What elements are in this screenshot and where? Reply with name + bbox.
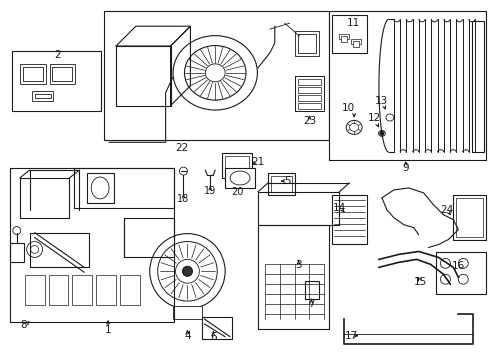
Bar: [332, 15, 367, 53]
Text: 9: 9: [402, 163, 409, 173]
Text: 18: 18: [177, 194, 190, 204]
Bar: [225, 168, 255, 188]
Bar: [10, 243, 24, 262]
Text: 16: 16: [452, 261, 465, 271]
Bar: [202, 317, 232, 339]
Text: 24: 24: [440, 205, 453, 215]
Bar: [35, 94, 50, 98]
Bar: [73, 275, 92, 305]
Text: 3: 3: [295, 260, 302, 270]
Circle shape: [182, 266, 193, 276]
Text: 5: 5: [284, 176, 291, 186]
Bar: [453, 195, 486, 239]
Bar: [225, 156, 249, 175]
Bar: [339, 34, 349, 39]
Bar: [32, 91, 53, 100]
Bar: [329, 11, 486, 160]
Text: 4: 4: [184, 331, 191, 341]
Bar: [49, 275, 69, 305]
Text: 15: 15: [414, 277, 427, 287]
Bar: [271, 176, 292, 192]
Text: 10: 10: [342, 103, 355, 113]
Bar: [268, 173, 294, 195]
Text: 14: 14: [333, 203, 346, 213]
Text: 11: 11: [346, 18, 360, 28]
Bar: [294, 76, 324, 111]
Bar: [12, 51, 101, 111]
Text: 8: 8: [21, 320, 27, 330]
Text: 2: 2: [54, 50, 61, 60]
Text: 21: 21: [251, 157, 265, 167]
Bar: [96, 275, 116, 305]
Bar: [172, 306, 202, 319]
Bar: [30, 233, 89, 267]
Bar: [297, 95, 321, 100]
Bar: [297, 79, 321, 85]
Bar: [104, 11, 329, 140]
Bar: [456, 198, 483, 237]
Bar: [49, 64, 75, 84]
Text: 13: 13: [374, 96, 388, 105]
Bar: [305, 281, 319, 299]
Text: 6: 6: [210, 332, 217, 342]
Text: 19: 19: [204, 186, 217, 196]
Bar: [436, 252, 486, 294]
Text: 20: 20: [231, 187, 243, 197]
Bar: [297, 34, 317, 53]
Text: 17: 17: [344, 331, 358, 341]
Bar: [297, 87, 321, 93]
Bar: [24, 275, 45, 305]
Bar: [23, 67, 43, 81]
Bar: [52, 67, 73, 81]
Bar: [87, 173, 114, 203]
Bar: [120, 275, 140, 305]
Bar: [294, 31, 319, 56]
Text: 7: 7: [308, 299, 315, 309]
Bar: [222, 153, 252, 178]
Text: 1: 1: [105, 325, 111, 335]
Bar: [351, 39, 361, 44]
Text: 23: 23: [303, 116, 316, 126]
Bar: [20, 64, 46, 84]
Text: 22: 22: [175, 143, 188, 153]
Circle shape: [380, 131, 384, 135]
Text: 12: 12: [368, 113, 381, 123]
Bar: [353, 41, 359, 47]
Bar: [297, 103, 321, 109]
Bar: [472, 21, 484, 152]
Bar: [341, 36, 347, 42]
Bar: [332, 195, 367, 244]
